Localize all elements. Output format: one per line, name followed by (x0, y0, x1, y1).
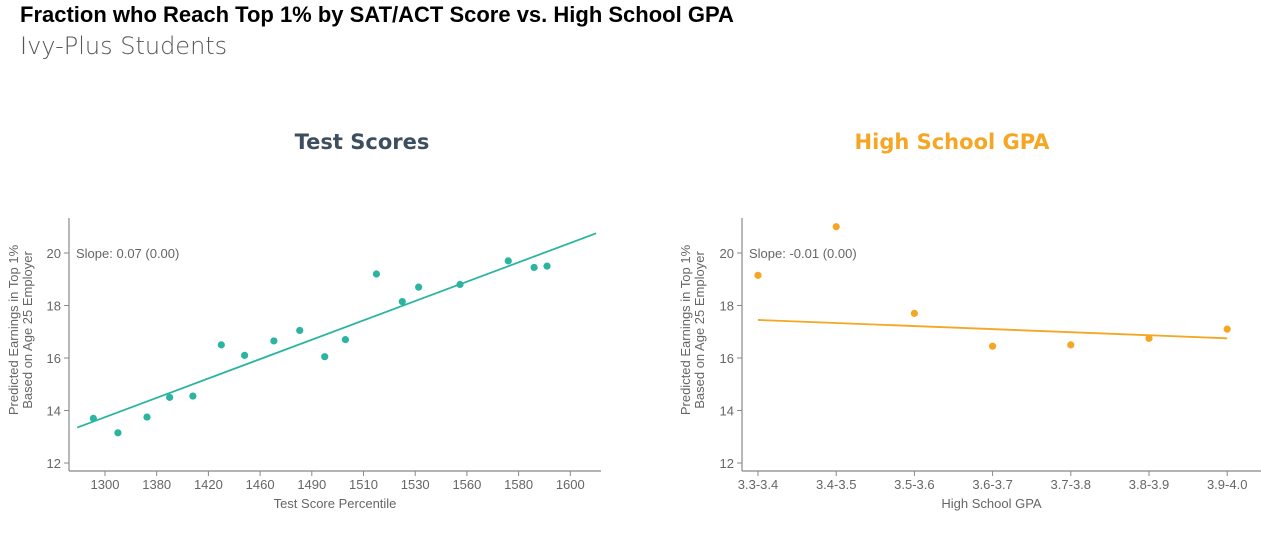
data-point (189, 392, 197, 400)
slope-annotation: Slope: -0.01 (0.00) (749, 246, 857, 261)
x-tick-label: 3.4-3.5 (816, 477, 856, 492)
x-tick-label: 3.7-3.8 (1051, 477, 1091, 492)
y-tick-label: 18 (720, 299, 734, 314)
data-point (832, 223, 840, 231)
y-tick-label: 14 (720, 404, 734, 419)
data-point (217, 341, 225, 349)
data-point (143, 413, 151, 421)
fit-line (76, 232, 597, 429)
data-point (240, 351, 249, 359)
data-point (754, 271, 762, 279)
x-tick-label: 3.8-3.9 (1129, 477, 1169, 492)
y-axis-label-line: Based on Age 25 Employer (20, 251, 35, 409)
x-tick-label: 1560 (452, 477, 481, 492)
x-tick-label: 1490 (297, 477, 326, 492)
data-point (1145, 334, 1153, 342)
x-tick-label: 1420 (194, 477, 223, 492)
x-tick-label: 3.5-3.6 (894, 477, 934, 492)
x-tick-label: 3.3-3.4 (738, 477, 778, 492)
data-point (296, 326, 304, 335)
data-point (504, 257, 512, 265)
y-axis-label-line: Predicted Earnings in Top 1% (678, 244, 693, 415)
x-tick-label: 1380 (142, 477, 171, 492)
x-tick-label: 1460 (246, 477, 275, 492)
y-tick-label: 20 (47, 246, 61, 261)
data-point (398, 297, 406, 306)
y-tick-label: 20 (720, 246, 734, 261)
slope-annotation: Slope: 0.07 (0.00) (76, 246, 179, 261)
data-point (543, 262, 551, 270)
fit-line (757, 319, 1228, 340)
y-axis-label-line: Based on Age 25 Employer (692, 251, 707, 409)
data-point (910, 309, 919, 317)
x-tick-label: 1600 (556, 477, 585, 492)
y-axis-label-line: Predicted Earnings in Top 1% (6, 244, 21, 415)
y-axis-label: Predicted Earnings in Top 1%Based on Age… (6, 244, 35, 415)
x-axis-label: Test Score Percentile (274, 496, 397, 511)
data-point (456, 280, 464, 289)
y-tick-label: 18 (47, 299, 61, 314)
x-axis-label: High School GPA (941, 496, 1042, 511)
y-axis-label: Predicted Earnings in Top 1%Based on Age… (678, 244, 707, 415)
data-point (372, 270, 381, 278)
x-tick-label: 1530 (401, 477, 430, 492)
data-point (114, 429, 122, 437)
y-tick-label: 14 (47, 404, 61, 419)
y-tick-label: 12 (720, 456, 734, 471)
x-tick-label: 3.9-4.0 (1207, 477, 1247, 492)
data-point (989, 342, 997, 350)
data-point (415, 283, 423, 291)
figure-subtitle: Ivy-Plus Students (20, 32, 228, 60)
data-point (270, 337, 278, 345)
x-tick-label: 1300 (91, 477, 120, 492)
data-point (321, 353, 329, 361)
data-point (1067, 341, 1075, 349)
data-point (166, 393, 174, 401)
x-tick-label: 1510 (349, 477, 378, 492)
panel-title: Test Scores (295, 130, 430, 154)
data-point (530, 263, 538, 272)
panel-title: High School GPA (855, 130, 1051, 154)
x-tick-label: 1580 (504, 477, 533, 492)
x-tick-label: 3.6-3.7 (972, 477, 1012, 492)
data-point (89, 414, 97, 422)
data-point (341, 336, 350, 344)
y-tick-label: 16 (720, 351, 734, 366)
y-tick-label: 12 (47, 456, 61, 471)
data-point (1223, 325, 1231, 333)
y-tick-label: 16 (47, 351, 61, 366)
figure-title: Fraction who Reach Top 1% by SAT/ACT Sco… (20, 2, 734, 27)
